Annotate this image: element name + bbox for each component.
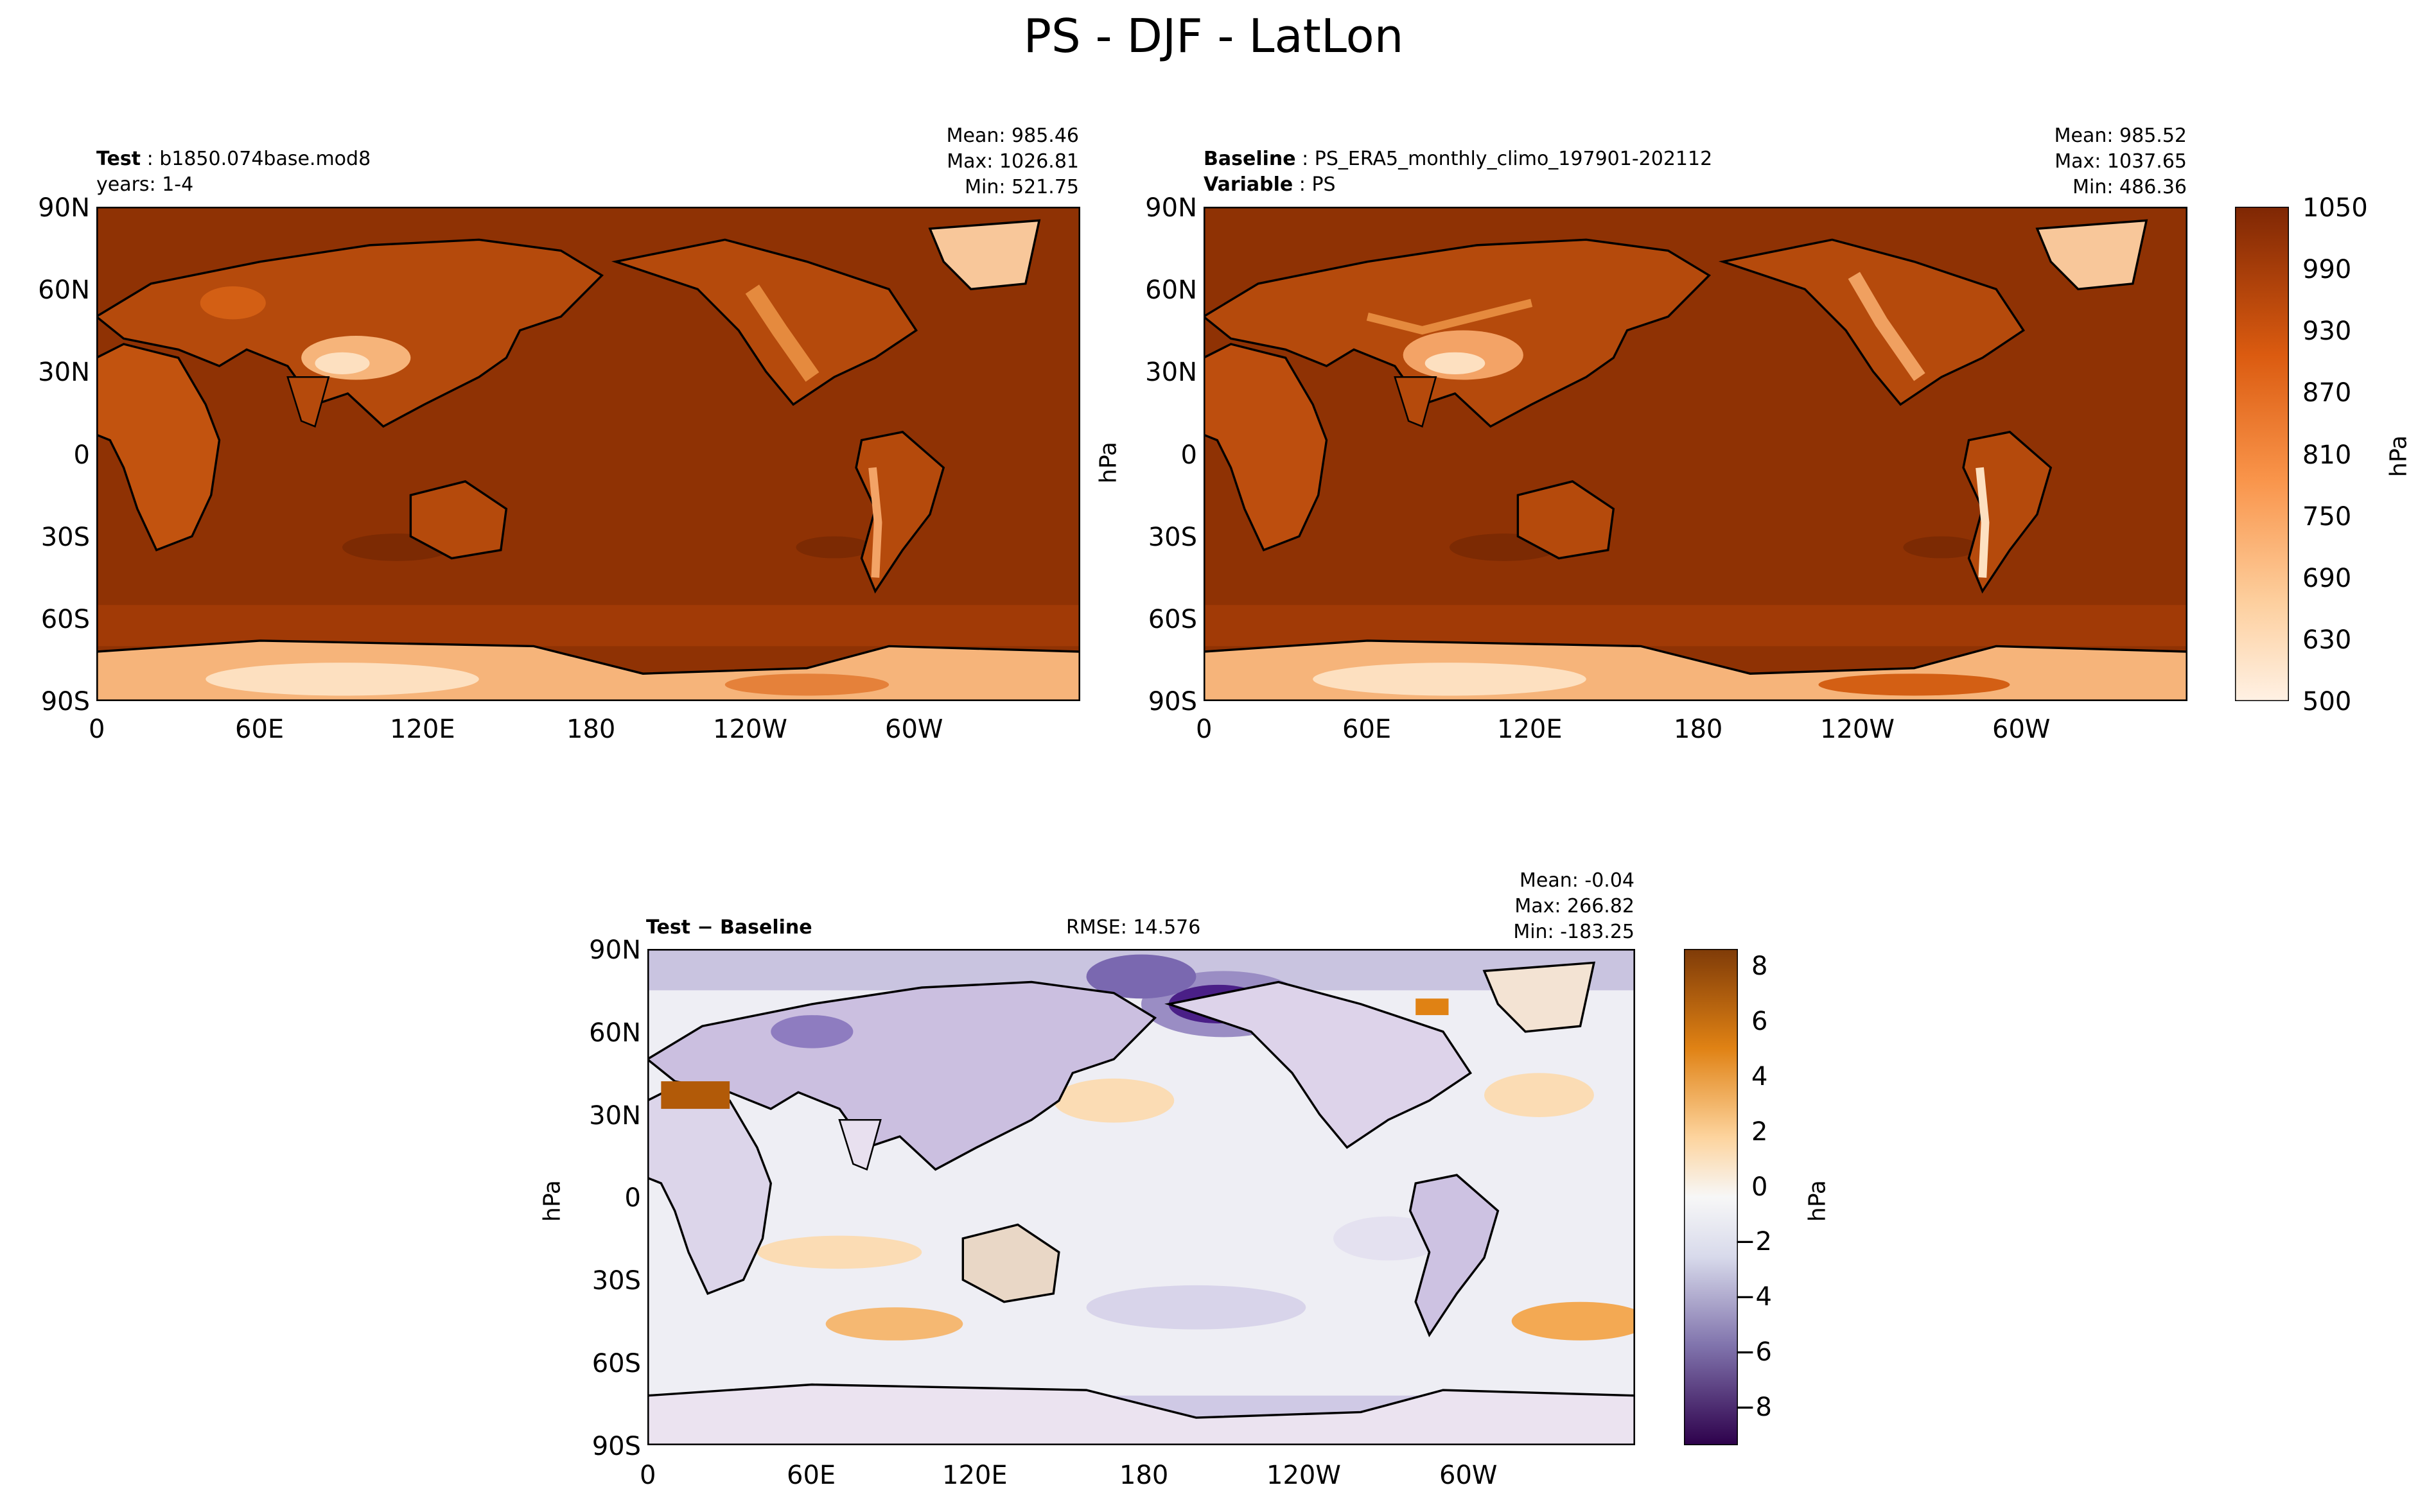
baseline-lat-tick-60s: 60S [1148,605,1197,634]
baseline-lat-tick-30s: 30S [1148,523,1197,552]
diff-cbar-tick-neg2: −2 [1734,1227,1772,1256]
test-lat-tick-60s: 60S [40,605,90,634]
ps-cbar-tick-810: 810 [2302,440,2352,470]
test-lat-tick-30s: 30S [40,523,90,552]
ps-cbar-tick-630: 630 [2302,625,2352,655]
baseline-map [1204,207,2187,701]
test-lon-tick-0: 0 [89,715,105,744]
test-map [96,207,1080,701]
diff-cbar-tick-4: 4 [1751,1062,1768,1091]
ps-cbar-tick-1050: 1050 [2302,193,2368,223]
test-lat-tick-60n: 60N [38,275,90,305]
ps-cbar-label: hPa [2385,435,2412,477]
ps-cbar-tick-690: 690 [2302,564,2352,593]
diff-cbar-tick-0: 0 [1751,1172,1768,1202]
baseline-max: Max: 1037.65 [2055,150,2187,173]
test-lon-tick-60e: 60E [235,715,285,744]
test-mean: Mean: 985.46 [946,125,1079,147]
diff-max: Max: 266.82 [1514,895,1634,917]
diff-colorbar [1684,949,1738,1445]
baseline-label: Baseline : PS_ERA5_monthly_climo_197901-… [1204,148,1713,170]
diff-lat-tick-90n: 90N [589,935,641,965]
diff-cbar-tick-2: 2 [1751,1117,1768,1147]
diff-map [647,949,1635,1445]
baseline-lat-tick-60n: 60N [1145,275,1197,305]
test-lat-tick-0: 0 [73,440,90,470]
baseline-lat-tick-30n: 30N [1145,358,1197,387]
diff-ylabel: hPa [539,1180,566,1222]
diff-min: Min: -183.25 [1513,921,1634,943]
test-lat-tick-90n: 90N [38,193,90,223]
baseline-lon-tick-60e: 60E [1342,715,1392,744]
baseline-min: Min: 486.36 [2072,176,2187,198]
diff-lat-tick-0: 0 [624,1183,641,1213]
baseline-lat-tick-90n: 90N [1145,193,1197,223]
diff-cbar-tick-neg4: −4 [1734,1282,1772,1312]
test-lon-tick-120w: 120W [713,715,787,744]
ps-cbar-tick-870: 870 [2302,378,2352,408]
diff-lon-tick-60e: 60E [787,1461,836,1490]
diff-lat-tick-30s: 30S [591,1266,641,1296]
diff-lon-tick-0: 0 [640,1461,656,1490]
diff-lat-tick-60s: 60S [591,1349,641,1378]
diff-cbar-label: hPa [1804,1180,1831,1222]
diff-rmse: RMSE: 14.576 [1066,916,1201,939]
diff-lon-tick-120e: 120E [942,1461,1008,1490]
figure-title: PS - DJF - LatLon [1023,9,1404,63]
baseline-lat-tick-0: 0 [1180,440,1197,470]
diff-lon-tick-60w: 60W [1439,1461,1498,1490]
baseline-variable: Variable : PS [1204,173,1336,196]
diff-lat-tick-30n: 30N [589,1101,641,1131]
test-lat-tick-90s: 90S [40,687,90,717]
baseline-lon-tick-120e: 120E [1497,715,1563,744]
baseline-ylabel: hPa [1095,442,1122,483]
baseline-mean: Mean: 985.52 [2054,125,2187,147]
test-max: Max: 1026.81 [947,150,1079,173]
diff-cbar-tick-neg8: −8 [1734,1393,1772,1422]
diff-mean: Mean: -0.04 [1519,869,1634,892]
diff-cbar-tick-8: 8 [1751,952,1768,981]
ps-colorbar [2235,207,2289,701]
ps-cbar-tick-500: 500 [2302,687,2352,717]
baseline-lon-tick-60w: 60W [1992,715,2051,744]
test-label: Test : b1850.074base.mod8 [96,148,371,170]
test-lon-tick-180: 180 [566,715,616,744]
diff-lat-tick-90s: 90S [591,1432,641,1461]
diff-cbar-tick-neg6: −6 [1734,1337,1772,1367]
baseline-lon-tick-0: 0 [1196,715,1213,744]
ps-cbar-tick-930: 930 [2302,317,2352,346]
ps-cbar-tick-990: 990 [2302,255,2352,284]
test-lon-tick-60w: 60W [885,715,943,744]
baseline-lon-tick-180: 180 [1674,715,1723,744]
diff-lon-tick-120w: 120W [1266,1461,1341,1490]
baseline-lat-tick-90s: 90S [1148,687,1197,717]
ps-cbar-tick-750: 750 [2302,502,2352,532]
test-years: years: 1-4 [96,173,194,196]
diff-lat-tick-60n: 60N [589,1018,641,1048]
diff-label: Test − Baseline [646,916,812,939]
test-min: Min: 521.75 [965,176,1079,198]
diff-cbar-tick-6: 6 [1751,1007,1768,1036]
baseline-lon-tick-120w: 120W [1820,715,1895,744]
test-lon-tick-120e: 120E [390,715,455,744]
test-lat-tick-30n: 30N [38,358,90,387]
diff-lon-tick-180: 180 [1119,1461,1169,1490]
